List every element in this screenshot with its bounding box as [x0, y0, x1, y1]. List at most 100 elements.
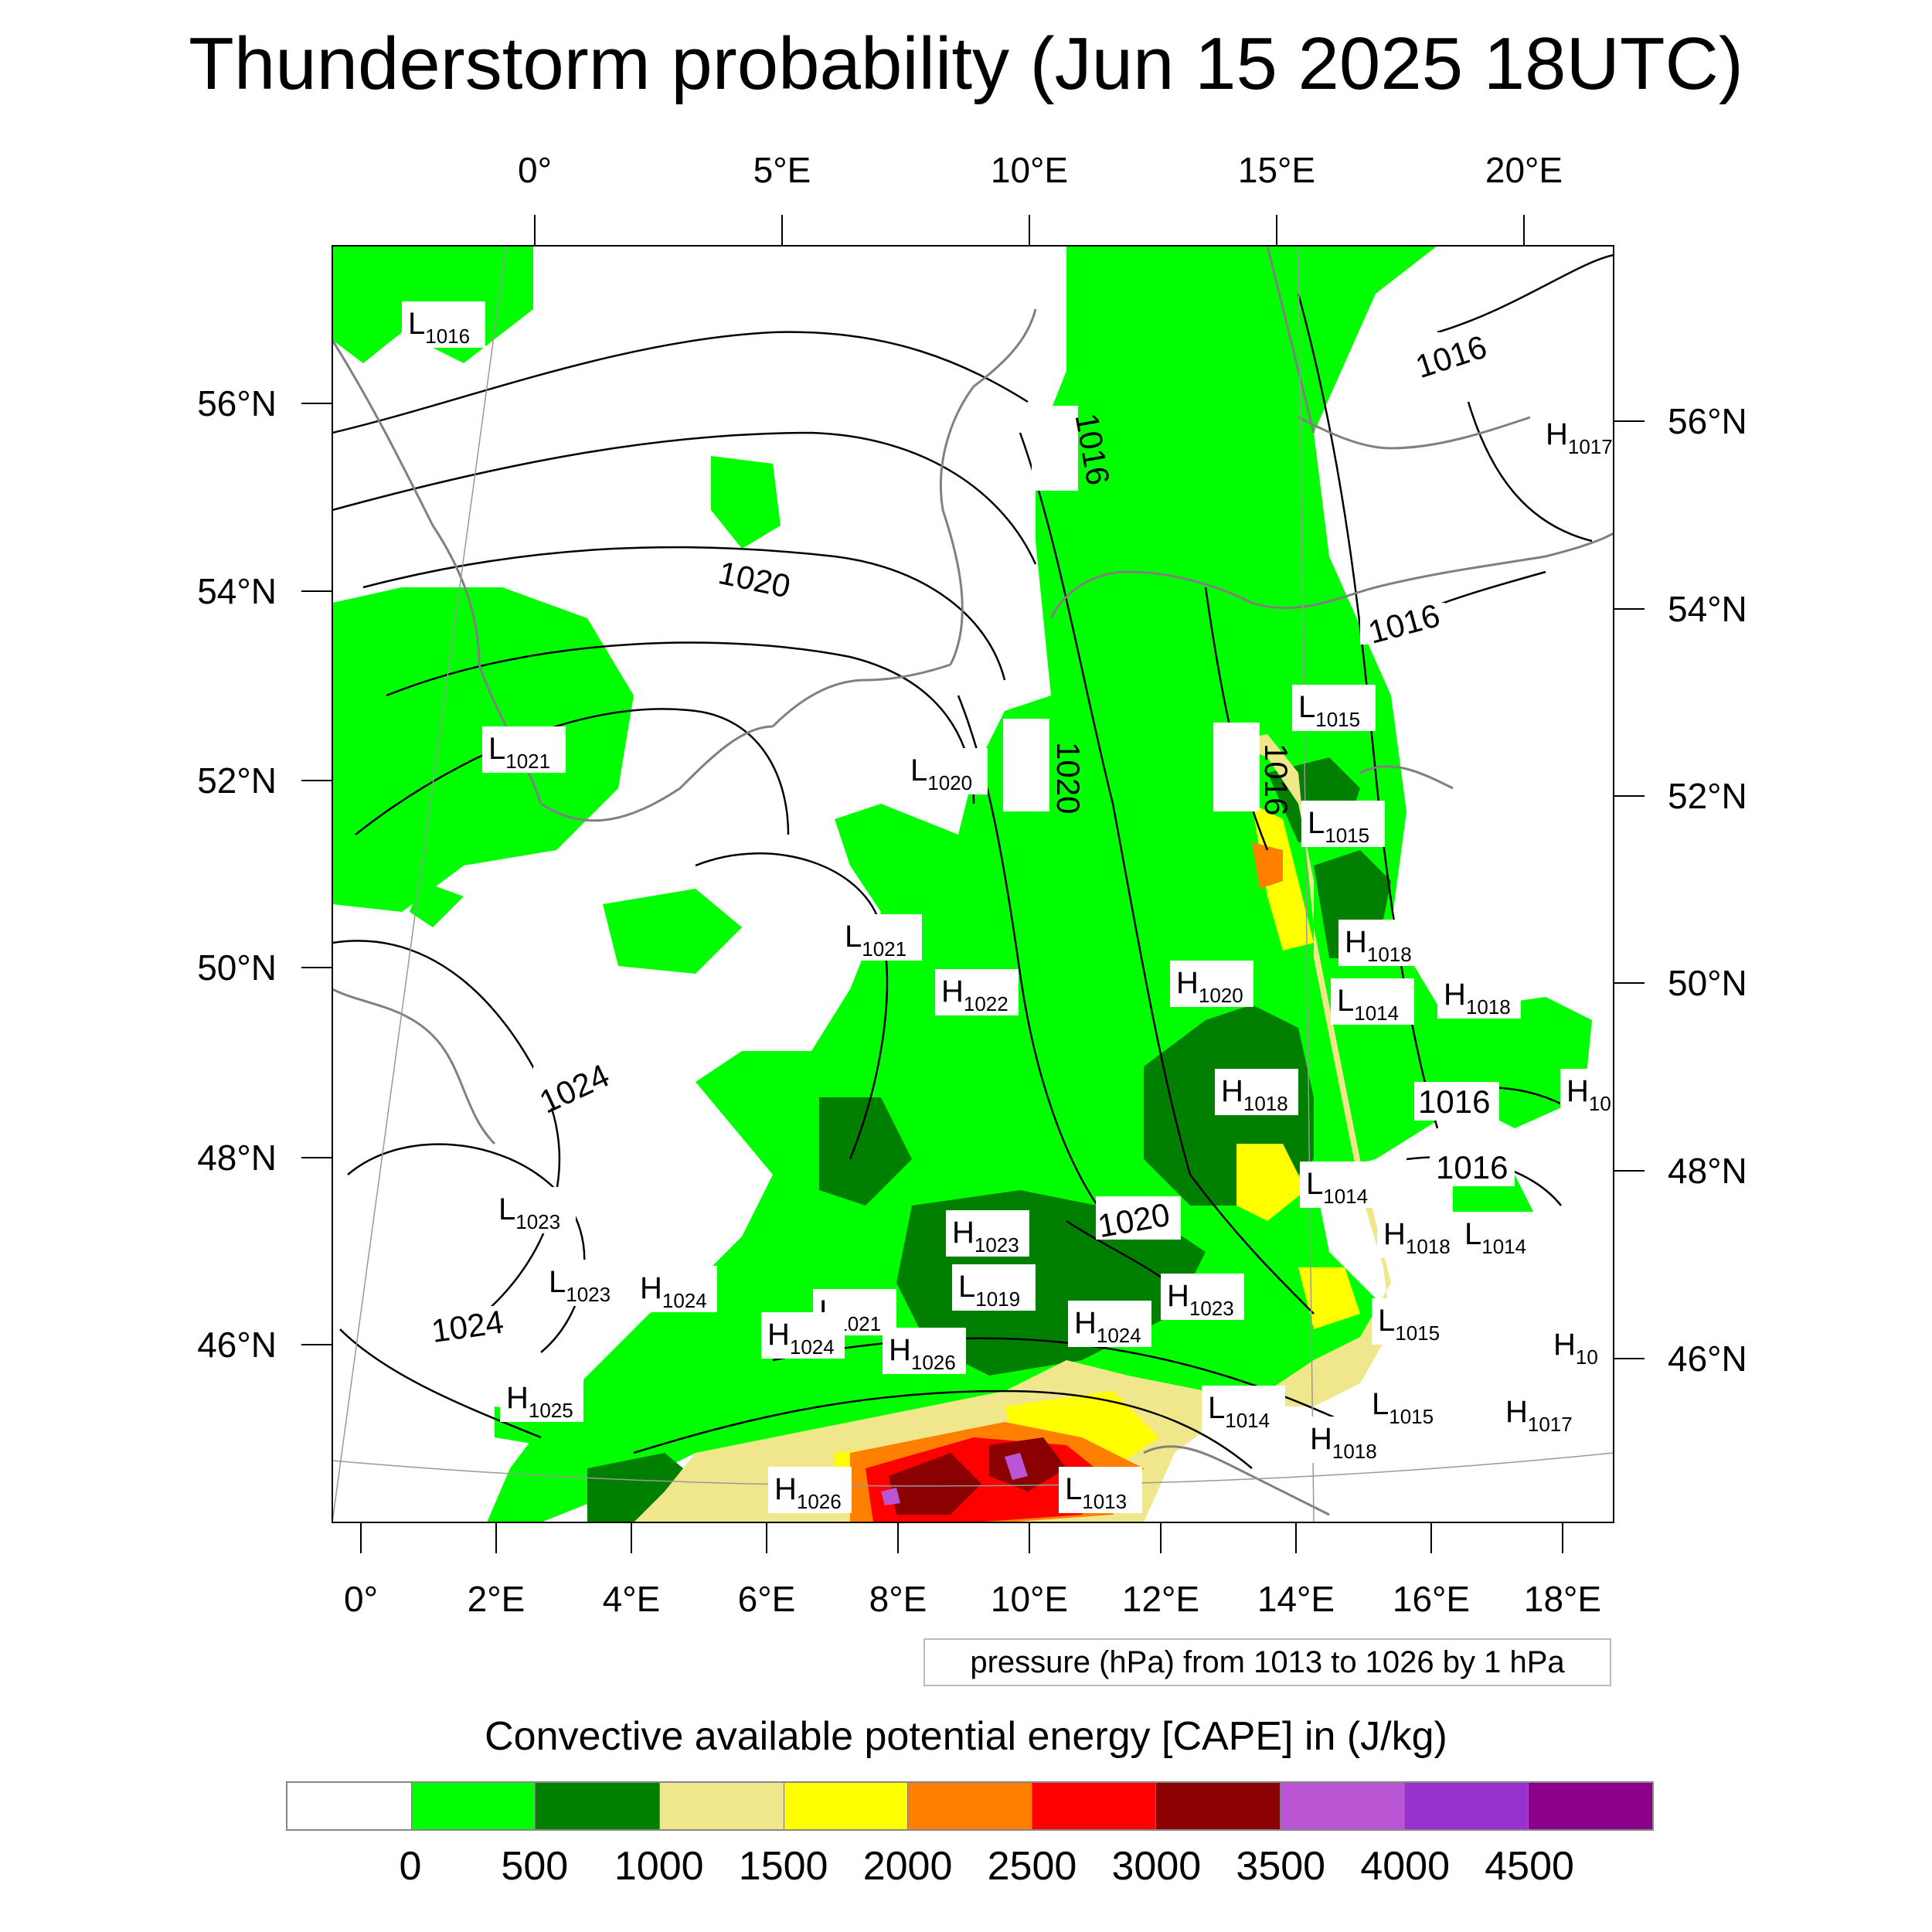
high-pressure-center: H1024 — [1068, 1301, 1151, 1347]
high-pressure-center: H1023 — [946, 1210, 1029, 1257]
lon-label: 10°E — [991, 1579, 1068, 1619]
high-pressure-center: H1018 — [1437, 972, 1521, 1019]
bottom-longitude-labels: 0° 2°E 4°E 6°E 8°E 10°E 12°E 14°E 16°E 1… — [344, 1579, 1601, 1619]
lon-label: 0° — [518, 150, 552, 190]
lat-label: 54°N — [1668, 589, 1747, 629]
low-pressure-center: L1021 — [838, 914, 922, 961]
high-pressure-center: H1024 — [634, 1266, 717, 1312]
high-pressure-center: H1018 — [1338, 920, 1422, 966]
low-pressure-center: L1015 — [1366, 1382, 1449, 1428]
high-pressure-center: H1018 — [1377, 1212, 1461, 1258]
low-pressure-center: L1021 — [482, 726, 566, 773]
colorbar-label: 1000 — [614, 1844, 704, 1889]
lon-label: 8°E — [869, 1579, 927, 1619]
pressure-center-label: L1015 — [1308, 806, 1369, 847]
high-pressure-center: H1017 — [1499, 1389, 1583, 1436]
low-pressure-center: L1016 — [402, 301, 485, 348]
lat-label: 46°N — [197, 1325, 277, 1365]
pressure-center-label: L1015 — [1378, 1304, 1440, 1345]
map-field: 1016 1016 1016 1020 1020 1016 1016 1016 … — [332, 246, 1614, 1522]
map-title: Thunderstorm probability (Jun 15 2025 18… — [189, 22, 1743, 105]
lat-label: 48°N — [1668, 1151, 1747, 1191]
high-pressure-center: H1026 — [768, 1467, 852, 1513]
lat-label: 50°N — [197, 947, 277, 988]
low-pressure-center: L1014 — [1300, 1162, 1383, 1208]
lon-label: 10°E — [991, 150, 1068, 190]
isobar-label: 1020 — [1050, 742, 1087, 814]
lat-label: 46°N — [1668, 1338, 1747, 1379]
cape-3500-4000-region — [881, 1453, 1028, 1505]
right-latitude-labels: 56°N 54°N 52°N 50°N 48°N 46°N — [1668, 401, 1747, 1379]
lon-label: 12°E — [1122, 1579, 1199, 1619]
lon-label: 20°E — [1485, 150, 1563, 190]
low-pressure-center: L1020 — [904, 748, 988, 794]
high-pressure-center: H1024 — [761, 1312, 845, 1359]
lat-label: 54°N — [197, 571, 277, 611]
left-latitude-labels: 56°N 54°N 52°N 50°N 48°N 46°N — [197, 383, 277, 1365]
high-pressure-center: H1018 — [1215, 1069, 1298, 1115]
isobar-label: 1016 — [1418, 1083, 1490, 1120]
low-pressure-center: L1019 — [952, 1264, 1036, 1311]
low-pressure-center: L1014 — [1458, 1212, 1542, 1258]
lat-label: 52°N — [197, 760, 277, 801]
colorbar-swatch — [659, 1783, 784, 1829]
colorbar-swatch — [784, 1783, 909, 1829]
lon-label: 18°E — [1524, 1579, 1601, 1619]
lat-label: 50°N — [1668, 963, 1747, 1003]
isobar-labels: 1016 1016 1016 1020 1020 1016 1016 1016 … — [429, 328, 1515, 1349]
lon-label: 5°E — [753, 150, 811, 190]
low-pressure-center: L1015 — [1372, 1298, 1455, 1345]
high-pressure-center: H1022 — [935, 969, 1019, 1015]
low-pressure-center: L1013 — [1059, 1467, 1142, 1513]
low-pressure-center: L1014 — [1331, 978, 1414, 1025]
high-pressure-center: H1025 — [500, 1376, 583, 1422]
lat-label: 56°N — [197, 383, 277, 423]
pressure-contour-note: pressure (hPa) from 1013 to 1026 by 1 hP… — [923, 1638, 1611, 1686]
lat-label: 48°N — [197, 1138, 277, 1178]
lat-label: 56°N — [1668, 401, 1747, 441]
colorbar-swatch — [1529, 1783, 1653, 1829]
lon-label: 2°E — [468, 1579, 526, 1619]
colorbar-swatch — [287, 1783, 412, 1829]
map-frame — [332, 245, 1614, 1523]
low-pressure-center: L1015 — [1292, 685, 1376, 731]
high-pressure-center: H1018 — [1304, 1417, 1387, 1463]
high-pressure-center: H10 — [1547, 1322, 1606, 1369]
colorbar-label: 3000 — [1111, 1844, 1202, 1889]
high-pressure-center: H1023 — [1161, 1274, 1244, 1320]
colorbar-label: 4000 — [1360, 1844, 1451, 1889]
cape-3000-3500-region — [889, 1437, 1066, 1515]
colorbar-label: 0 — [399, 1844, 422, 1889]
high-pressure-center: H1020 — [1170, 961, 1253, 1007]
isobar-label: 1016 — [1258, 743, 1294, 815]
graticule — [332, 246, 1614, 1522]
lon-label: 4°E — [603, 1579, 661, 1619]
low-pressure-center: L1015 — [1301, 801, 1385, 847]
lon-label: 0° — [344, 1579, 378, 1619]
lon-label: 15°E — [1238, 150, 1315, 190]
colorbar-swatch — [411, 1783, 536, 1829]
colorbar-swatch — [1404, 1783, 1529, 1829]
tick-marks — [301, 215, 1645, 1553]
high-pressure-center: H1017 — [1539, 412, 1614, 458]
lon-label: 14°E — [1257, 1579, 1335, 1619]
lon-label: 16°E — [1393, 1579, 1470, 1619]
lon-label: 6°E — [738, 1579, 796, 1619]
high-pressure-center: H1026 — [883, 1328, 966, 1374]
colorbar-swatch — [908, 1783, 1032, 1829]
low-pressure-center: L1023 — [492, 1187, 576, 1233]
colorbar-swatch — [1156, 1783, 1281, 1829]
colorbar — [286, 1781, 1654, 1831]
colorbar-label: 2500 — [987, 1844, 1077, 1889]
colorbar-title: Convective available potential energy [C… — [485, 1714, 1447, 1759]
colorbar-label: 2000 — [862, 1844, 953, 1889]
low-pressure-center: L1023 — [543, 1260, 626, 1306]
colorbar-label: 4500 — [1485, 1844, 1574, 1889]
isobar-label: 1016 — [1436, 1149, 1508, 1185]
high-pressure-center: H10 — [1560, 1069, 1614, 1115]
lat-label: 52°N — [1668, 776, 1747, 816]
low-pressure-center: L1014 — [1202, 1386, 1285, 1432]
colorbar-swatch — [536, 1783, 660, 1829]
